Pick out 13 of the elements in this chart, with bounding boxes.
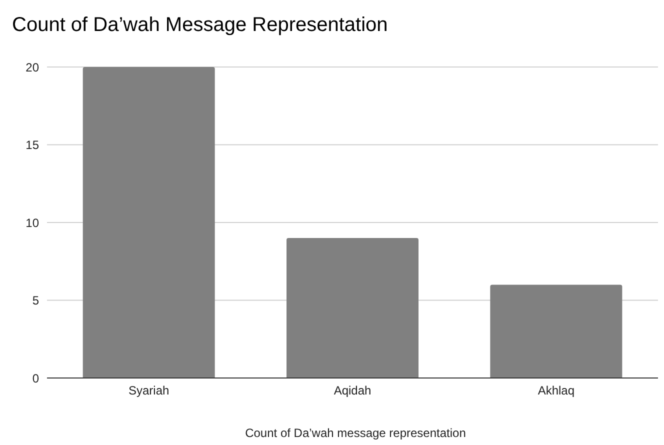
- chart-title: Count of Da’wah Message Representation: [12, 14, 388, 37]
- y-tick-label: 15: [26, 138, 40, 152]
- bar: [82, 67, 215, 378]
- x-tick-label: Syariah: [128, 384, 170, 398]
- y-tick-label: 5: [32, 294, 40, 308]
- bar: [286, 238, 419, 378]
- bar: [490, 284, 622, 378]
- y-tick-label: 0: [32, 371, 40, 386]
- y-tick-label: 20: [26, 60, 40, 74]
- x-tick-label: Akhlaq: [538, 384, 575, 398]
- x-axis-title: Count of Da’wah message representation: [244, 426, 467, 440]
- x-tick-label: Aqidah: [334, 384, 372, 398]
- y-tick-label: 10: [26, 216, 40, 230]
